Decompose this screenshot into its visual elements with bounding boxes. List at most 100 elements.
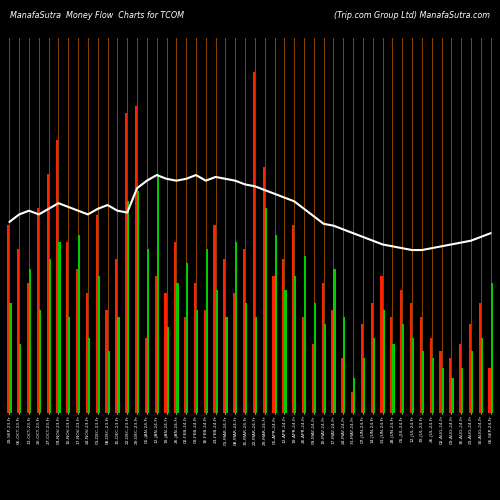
Bar bbox=[255, 317, 257, 412]
Bar bbox=[272, 276, 274, 412]
Bar bbox=[363, 358, 365, 412]
Bar bbox=[334, 270, 336, 412]
Bar bbox=[233, 293, 235, 412]
Bar bbox=[127, 201, 130, 412]
Bar bbox=[449, 358, 452, 412]
Bar bbox=[284, 290, 286, 412]
Bar bbox=[116, 259, 117, 412]
Bar bbox=[420, 317, 422, 412]
Bar bbox=[135, 106, 137, 412]
Bar bbox=[469, 324, 471, 412]
Bar bbox=[440, 351, 442, 412]
Bar bbox=[194, 283, 196, 412]
Bar bbox=[312, 344, 314, 412]
Bar bbox=[166, 328, 168, 412]
Bar bbox=[88, 338, 90, 412]
Bar bbox=[176, 283, 178, 412]
Bar bbox=[370, 304, 373, 412]
Bar bbox=[351, 392, 353, 412]
Bar bbox=[46, 174, 48, 412]
Bar bbox=[206, 249, 208, 412]
Bar bbox=[27, 283, 29, 412]
Bar bbox=[322, 283, 324, 412]
Bar bbox=[196, 310, 198, 412]
Text: (Trip.com Group Ltd) ManafaSutra.com: (Trip.com Group Ltd) ManafaSutra.com bbox=[334, 11, 490, 20]
Bar bbox=[452, 378, 454, 412]
Bar bbox=[156, 174, 159, 412]
Bar bbox=[108, 351, 110, 412]
Bar bbox=[459, 344, 461, 412]
Bar bbox=[147, 249, 149, 412]
Bar bbox=[36, 208, 39, 412]
Bar bbox=[214, 225, 216, 412]
Bar bbox=[422, 351, 424, 412]
Bar bbox=[56, 140, 58, 412]
Bar bbox=[66, 242, 68, 412]
Bar bbox=[125, 112, 127, 412]
Bar bbox=[10, 304, 12, 412]
Bar bbox=[294, 276, 296, 412]
Bar bbox=[314, 304, 316, 412]
Bar bbox=[216, 290, 218, 412]
Bar bbox=[243, 249, 245, 412]
Bar bbox=[86, 293, 88, 412]
Bar bbox=[353, 378, 356, 412]
Bar bbox=[361, 324, 363, 412]
Bar bbox=[48, 259, 51, 412]
Bar bbox=[488, 368, 490, 412]
Bar bbox=[481, 338, 483, 412]
Bar bbox=[76, 270, 78, 412]
Bar bbox=[400, 290, 402, 412]
Bar bbox=[412, 338, 414, 412]
Bar bbox=[410, 304, 412, 412]
Bar bbox=[29, 270, 31, 412]
Bar bbox=[380, 276, 382, 412]
Bar bbox=[432, 358, 434, 412]
Bar bbox=[490, 283, 493, 412]
Bar bbox=[373, 338, 375, 412]
Bar bbox=[144, 338, 147, 412]
Bar bbox=[264, 208, 267, 412]
Bar bbox=[98, 276, 100, 412]
Bar bbox=[164, 293, 166, 412]
Bar bbox=[245, 304, 247, 412]
Bar bbox=[118, 317, 120, 412]
Bar bbox=[106, 310, 108, 412]
Bar bbox=[302, 317, 304, 412]
Bar bbox=[382, 310, 385, 412]
Bar bbox=[324, 324, 326, 412]
Bar bbox=[471, 351, 473, 412]
Bar bbox=[392, 344, 394, 412]
Text: ManafaSutra  Money Flow  Charts for TCOM: ManafaSutra Money Flow Charts for TCOM bbox=[10, 11, 184, 20]
Bar bbox=[19, 344, 22, 412]
Bar bbox=[96, 215, 98, 412]
Bar bbox=[58, 242, 60, 412]
Bar bbox=[292, 225, 294, 412]
Bar bbox=[332, 310, 334, 412]
Bar bbox=[78, 235, 80, 412]
Bar bbox=[341, 358, 344, 412]
Bar bbox=[253, 72, 255, 412]
Bar bbox=[174, 242, 176, 412]
Bar bbox=[304, 256, 306, 412]
Bar bbox=[226, 317, 228, 412]
Bar bbox=[39, 310, 41, 412]
Bar bbox=[7, 225, 10, 412]
Bar bbox=[154, 276, 156, 412]
Bar bbox=[184, 317, 186, 412]
Bar bbox=[402, 324, 404, 412]
Bar bbox=[204, 310, 206, 412]
Bar bbox=[186, 262, 188, 412]
Bar bbox=[390, 317, 392, 412]
Bar bbox=[137, 191, 139, 412]
Bar bbox=[236, 242, 238, 412]
Bar bbox=[17, 249, 19, 412]
Bar bbox=[344, 317, 345, 412]
Bar bbox=[430, 338, 432, 412]
Bar bbox=[442, 368, 444, 412]
Bar bbox=[461, 368, 464, 412]
Bar bbox=[478, 304, 481, 412]
Bar bbox=[262, 167, 264, 412]
Bar bbox=[274, 235, 276, 412]
Bar bbox=[224, 259, 226, 412]
